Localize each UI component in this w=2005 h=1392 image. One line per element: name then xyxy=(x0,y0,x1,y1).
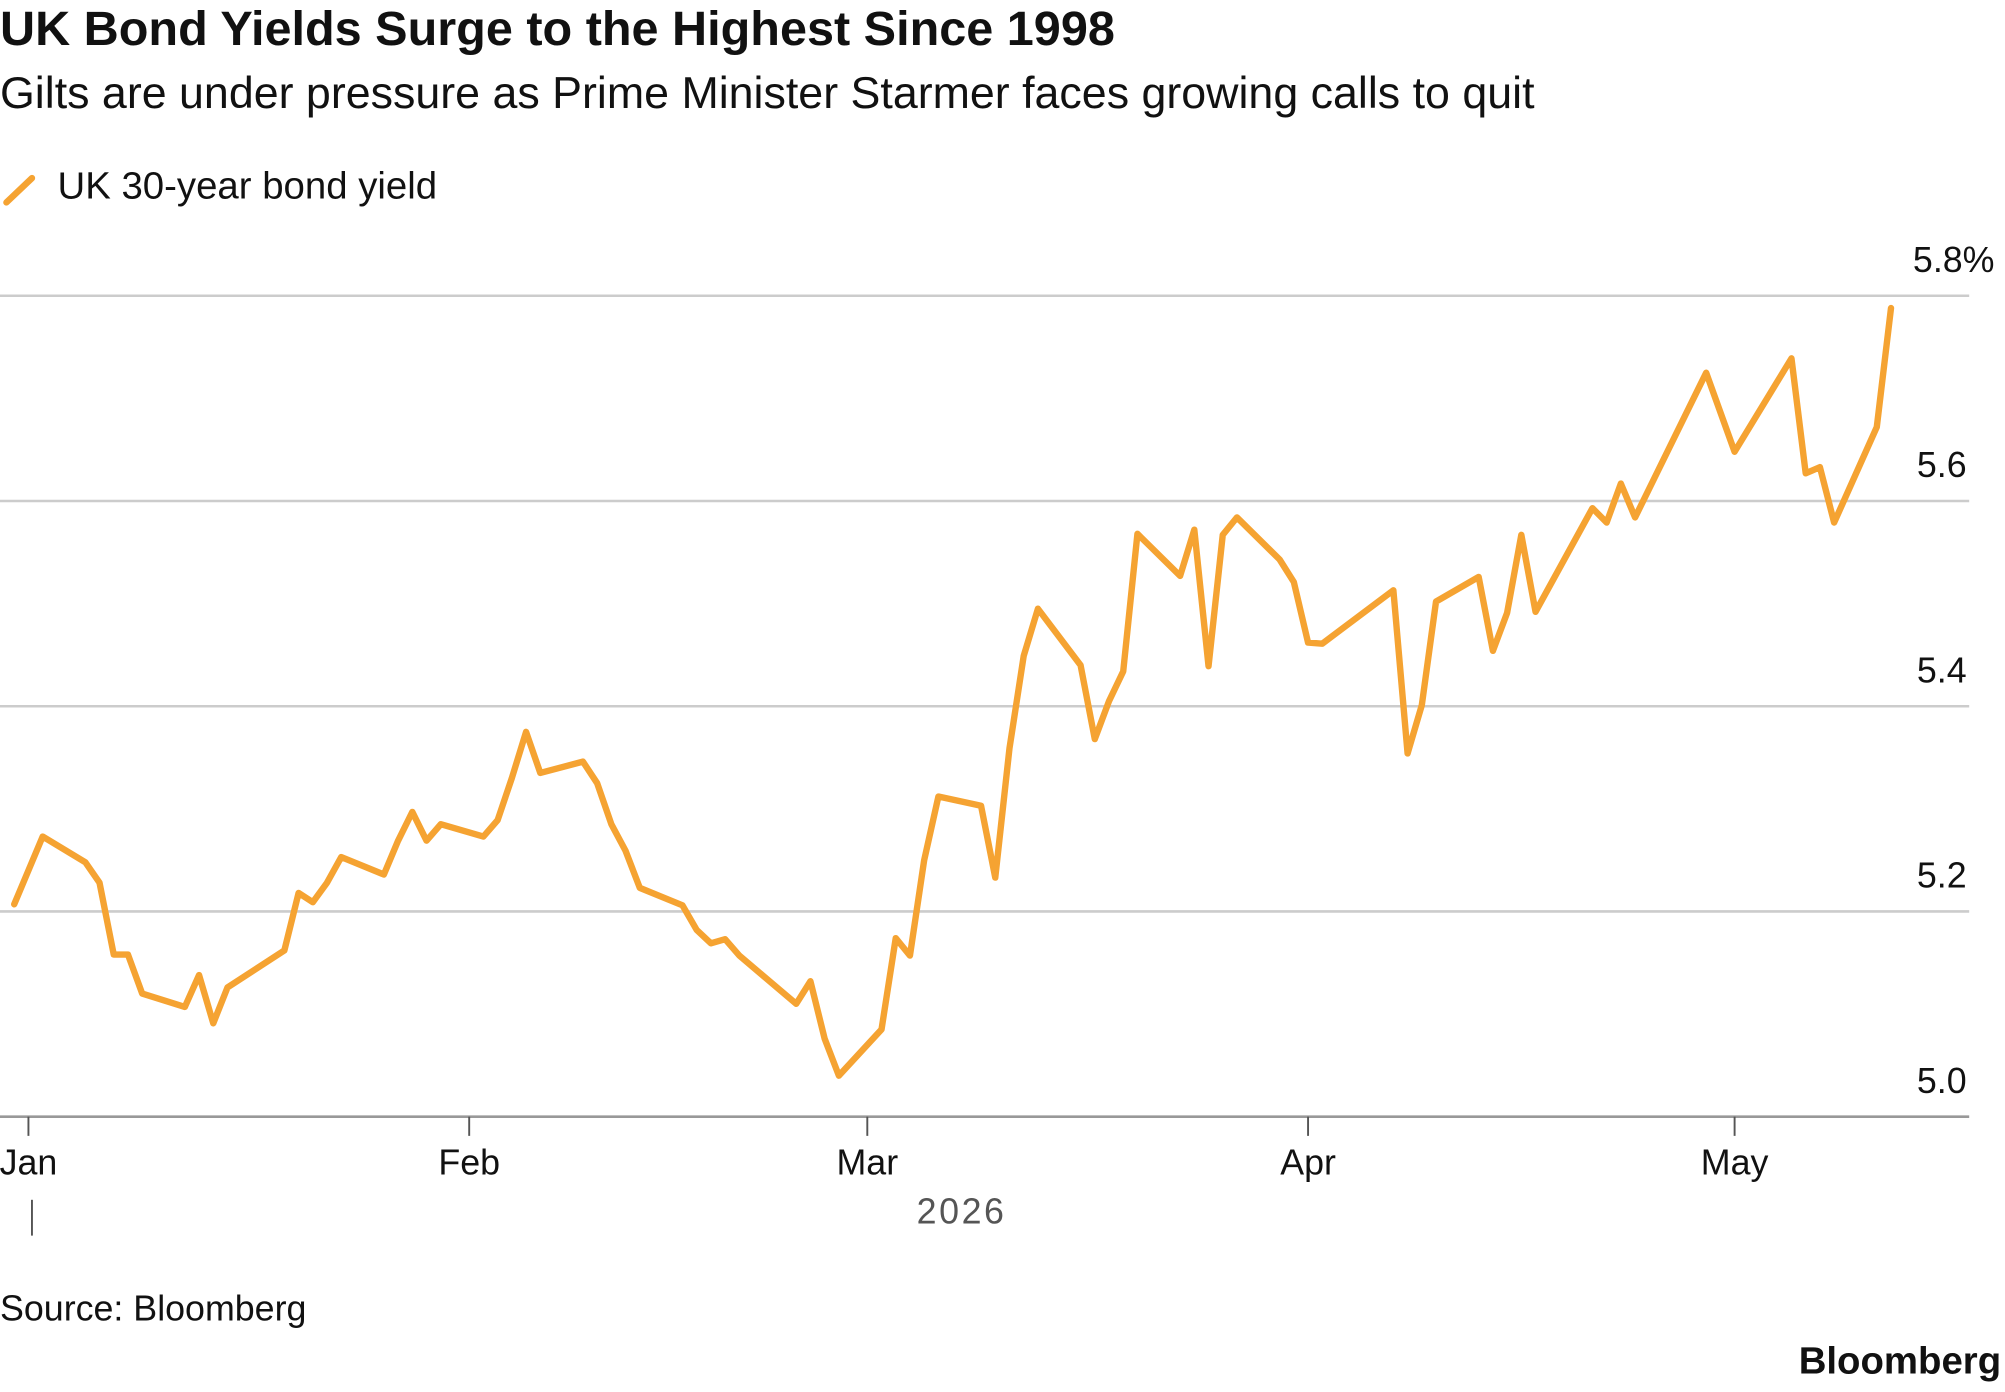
legend-label: UK 30-year bond yield xyxy=(58,164,438,207)
source: Source: Bloomberg xyxy=(0,1289,306,1329)
x-tick-label: Jan xyxy=(0,1143,57,1183)
chart-subtitle: Gilts are under pressure as Prime Minist… xyxy=(0,68,1535,118)
data-line xyxy=(11,304,1895,1079)
legend-swatch xyxy=(3,174,36,206)
x-tick-label: May xyxy=(1701,1143,1769,1183)
chart-title: UK Bond Yields Surge to the Highest Sinc… xyxy=(0,2,1115,56)
x-tick-label: Mar xyxy=(836,1143,898,1183)
y-tick-label: 5.6 xyxy=(1917,445,1967,485)
y-tick-label: 5.4 xyxy=(1917,650,1967,690)
y-tick-label: 5.8% xyxy=(1913,240,1995,280)
x-tick-label: Apr xyxy=(1280,1143,1336,1183)
x-tick-label: Feb xyxy=(438,1143,500,1183)
y-tick-label: 5.0 xyxy=(1917,1061,1967,1101)
brand: Bloomberg xyxy=(1799,1340,2001,1383)
x-axis-label: 2026 xyxy=(917,1191,1007,1231)
y-tick-label: 5.2 xyxy=(1917,856,1967,896)
